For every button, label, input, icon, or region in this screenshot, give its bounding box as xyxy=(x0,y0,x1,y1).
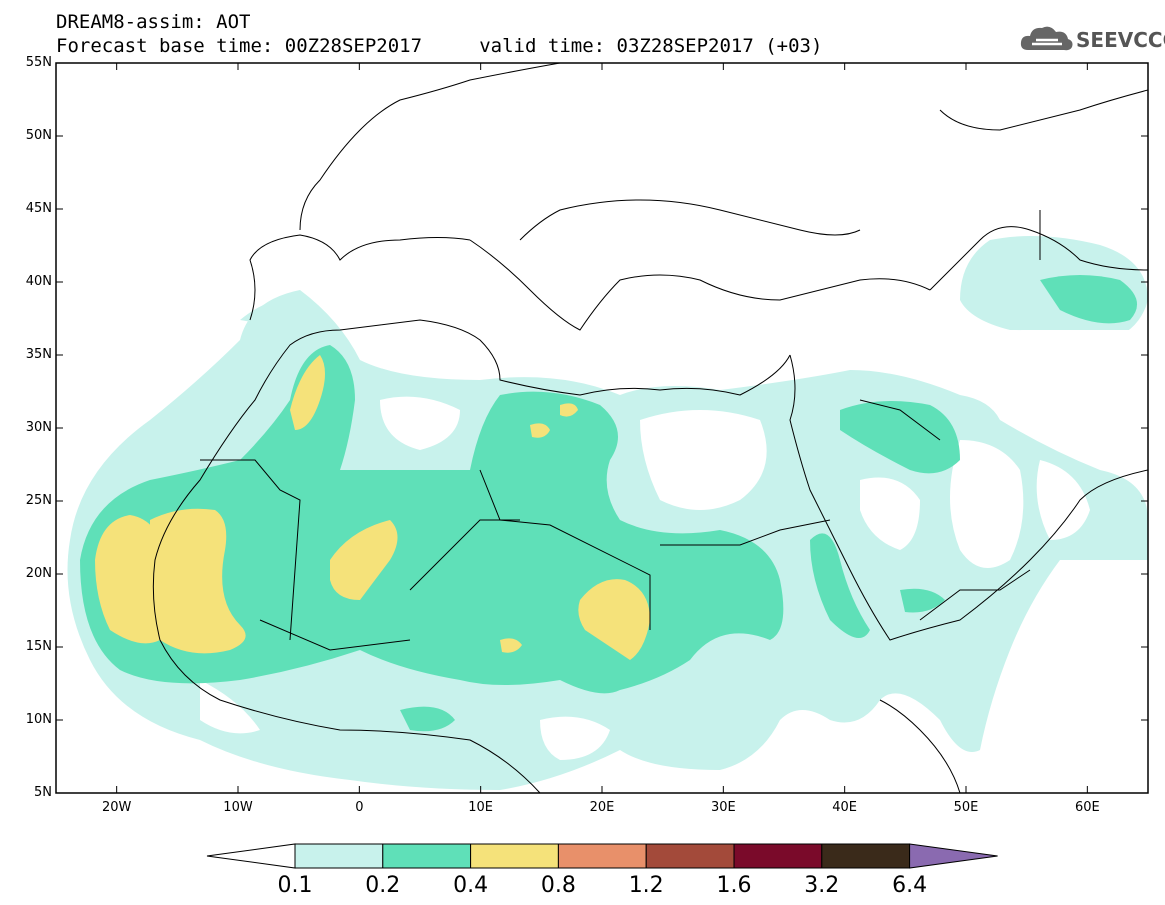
lat-label: 35N xyxy=(25,347,52,362)
coastlines xyxy=(152,63,1148,793)
colorbar-label: 6.4 xyxy=(892,873,928,898)
colorbar-min-arrow xyxy=(206,843,296,869)
colorbar-segment xyxy=(645,843,735,869)
colorbar-label: 1.6 xyxy=(716,873,752,898)
colorbar-label: 3.2 xyxy=(804,873,840,898)
lat-label: 5N xyxy=(34,785,52,800)
lat-label: 10N xyxy=(25,712,52,727)
colorbar-segment xyxy=(733,843,823,869)
lat-label: 30N xyxy=(25,420,52,435)
lon-label: 20W xyxy=(101,800,132,815)
map-title: DREAM8-assim: AOT xyxy=(56,11,251,33)
lat-label: 25N xyxy=(25,493,52,508)
aot-contour-0-4 xyxy=(95,355,650,660)
colorbar-max-arrow xyxy=(909,843,998,869)
colorbar-segment xyxy=(382,843,472,869)
colorbar-label: 1.2 xyxy=(628,873,664,898)
lat-label: 15N xyxy=(25,639,52,654)
colorbar-label: 0.1 xyxy=(277,873,313,898)
logo-text: SEEVCCC xyxy=(1076,28,1165,52)
colorbar-segment xyxy=(470,843,559,869)
lat-label: 40N xyxy=(25,274,52,289)
lat-label: 45N xyxy=(25,201,52,216)
colorbar xyxy=(206,843,998,869)
lon-label: 10E xyxy=(468,800,494,815)
lat-label: 50N xyxy=(25,128,52,143)
lat-label: 55N xyxy=(25,55,52,70)
colorbar-segment xyxy=(294,843,384,869)
seevccc-logo: SEEVCCC xyxy=(1018,22,1165,56)
lon-label: 20E xyxy=(589,800,615,815)
aot-low-areas xyxy=(200,330,1148,760)
forecast-time-line: Forecast base time: 00Z28SEP2017 valid t… xyxy=(56,35,823,57)
lon-label: 50E xyxy=(953,800,979,815)
lon-label: 10W xyxy=(223,800,253,815)
colorbar-label: 0.2 xyxy=(365,873,401,898)
colorbar-segment xyxy=(557,843,647,869)
lat-label: 20N xyxy=(25,566,52,581)
lon-label: 30E xyxy=(710,800,736,815)
lon-label: 40E xyxy=(832,800,858,815)
cloud-icon xyxy=(1020,26,1073,51)
lon-label: 60E xyxy=(1074,800,1100,815)
colorbar-segment xyxy=(821,843,911,869)
lon-label: 0 xyxy=(355,800,364,815)
colorbar-label: 0.8 xyxy=(540,873,576,898)
colorbar-label: 0.4 xyxy=(453,873,489,898)
aot-fields xyxy=(67,236,1148,790)
axis-ticks xyxy=(56,62,1148,794)
